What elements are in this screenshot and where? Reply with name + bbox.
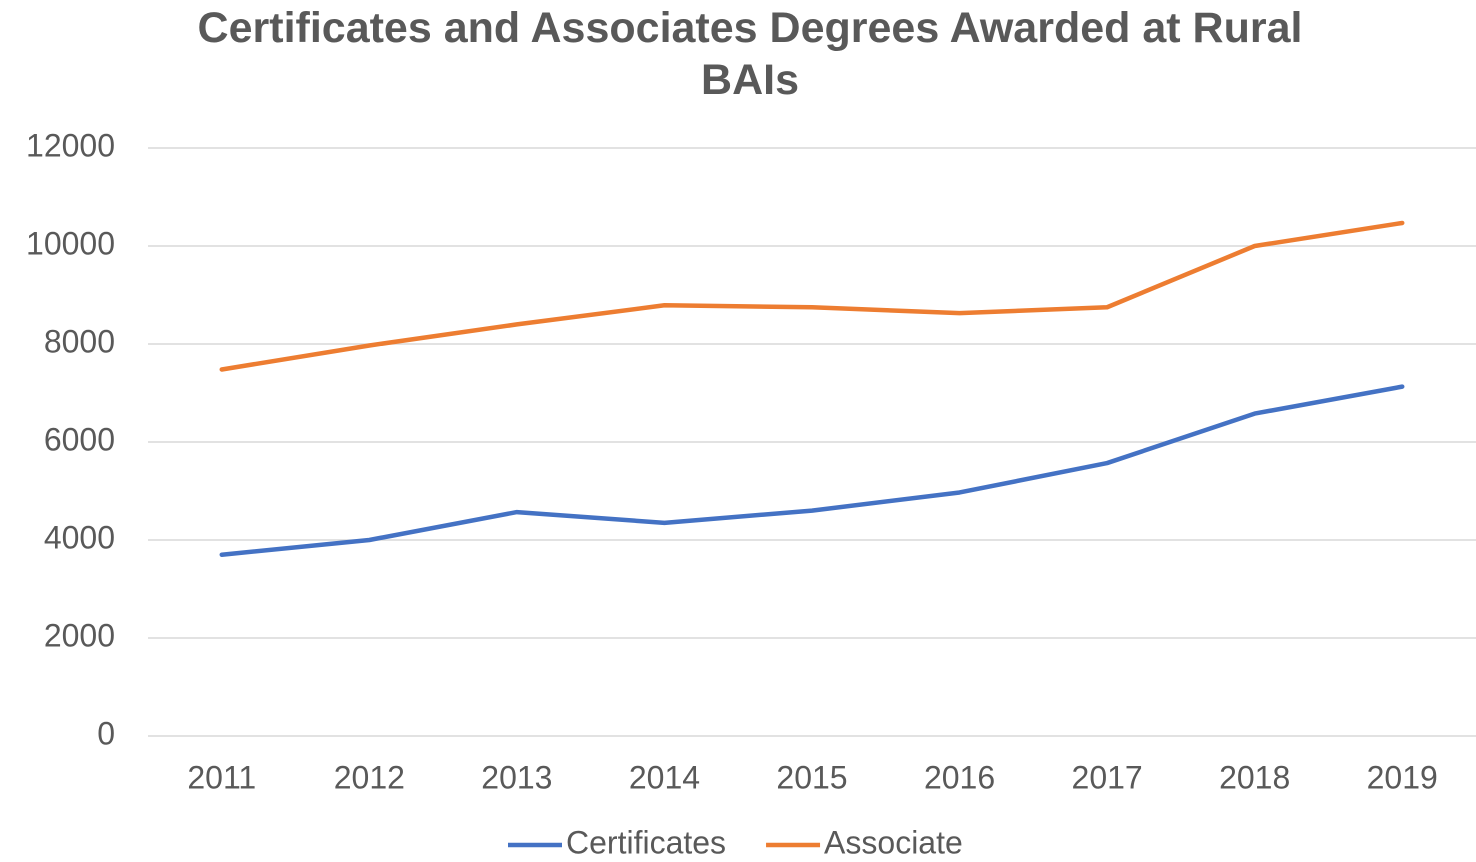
y-tick-label: 6000 xyxy=(44,421,115,457)
x-tick-label: 2012 xyxy=(334,759,405,795)
y-tick-label: 4000 xyxy=(44,519,115,555)
series-line xyxy=(219,220,1405,372)
y-tick-label: 8000 xyxy=(44,323,115,359)
x-tick-label: 2013 xyxy=(481,759,552,795)
x-tick-label: 2014 xyxy=(629,759,700,795)
y-tick-label: 0 xyxy=(97,715,115,751)
y-tick-label: 10000 xyxy=(26,225,115,261)
y-tick-label: 2000 xyxy=(44,617,115,653)
x-tick-label: 2015 xyxy=(776,759,847,795)
series-line xyxy=(219,384,1405,557)
y-tick-label: 12000 xyxy=(26,127,115,163)
chart-title: Certificates and Associates Degrees Awar… xyxy=(197,4,1303,104)
x-tick-label: 2016 xyxy=(924,759,995,795)
x-tick-label: 2018 xyxy=(1219,759,1290,795)
legend-label: Certificates xyxy=(566,824,726,860)
legend-label: Associate xyxy=(824,824,963,860)
x-tick-label: 2017 xyxy=(1072,759,1143,795)
x-tick-label: 2019 xyxy=(1367,759,1438,795)
x-tick-label: 2011 xyxy=(187,759,256,795)
